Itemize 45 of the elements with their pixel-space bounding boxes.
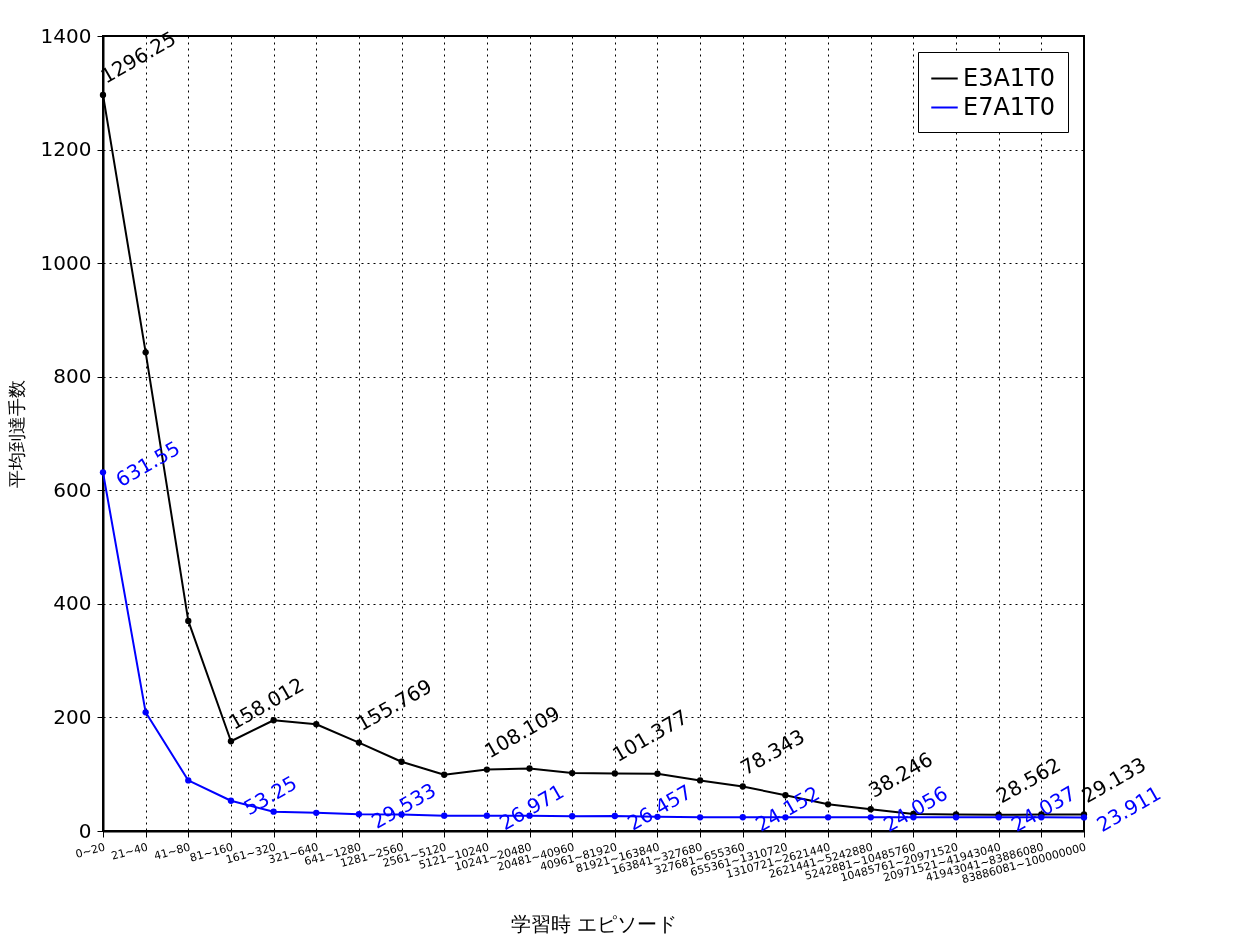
y-axis-title: 平均到達手数 bbox=[5, 380, 27, 488]
point bbox=[398, 758, 405, 765]
legend-label: E7A1T0 bbox=[963, 92, 1056, 121]
point bbox=[824, 814, 832, 821]
point bbox=[142, 709, 149, 716]
point bbox=[313, 809, 320, 816]
point bbox=[611, 770, 618, 777]
point bbox=[739, 783, 746, 790]
x-tick-label: 0~20 bbox=[74, 840, 107, 861]
y-tick-label: 1400 bbox=[40, 23, 92, 48]
y-tick-label: 0 bbox=[78, 818, 92, 843]
y-tick-label: 1000 bbox=[40, 250, 92, 275]
point bbox=[654, 770, 661, 777]
point bbox=[185, 617, 192, 625]
point bbox=[227, 738, 235, 745]
point bbox=[569, 769, 576, 777]
point bbox=[867, 806, 874, 813]
point bbox=[227, 797, 235, 804]
legend-label: E3A1T0 bbox=[963, 63, 1056, 92]
x-tick-label: 21~40 bbox=[109, 840, 150, 863]
y-tick-label: 200 bbox=[53, 704, 92, 729]
y-tick-label: 400 bbox=[53, 591, 92, 616]
point bbox=[739, 814, 746, 821]
point bbox=[696, 777, 704, 784]
point bbox=[526, 765, 533, 772]
point bbox=[142, 349, 149, 356]
y-tick-label: 800 bbox=[53, 364, 92, 389]
point bbox=[99, 91, 107, 99]
point bbox=[99, 469, 107, 476]
y-tick-label: 1200 bbox=[40, 137, 92, 162]
point bbox=[696, 814, 704, 821]
point bbox=[867, 814, 874, 821]
point bbox=[355, 739, 363, 746]
point bbox=[611, 812, 618, 820]
x-axis-title: 学習時 エピソード bbox=[510, 912, 678, 937]
point bbox=[441, 771, 448, 778]
point bbox=[569, 813, 576, 820]
point bbox=[355, 811, 363, 818]
point bbox=[483, 766, 491, 773]
point bbox=[313, 721, 320, 728]
point bbox=[824, 801, 832, 808]
point bbox=[441, 812, 448, 819]
point bbox=[483, 812, 491, 819]
point bbox=[185, 777, 192, 784]
y-tick-label: 600 bbox=[53, 477, 92, 502]
